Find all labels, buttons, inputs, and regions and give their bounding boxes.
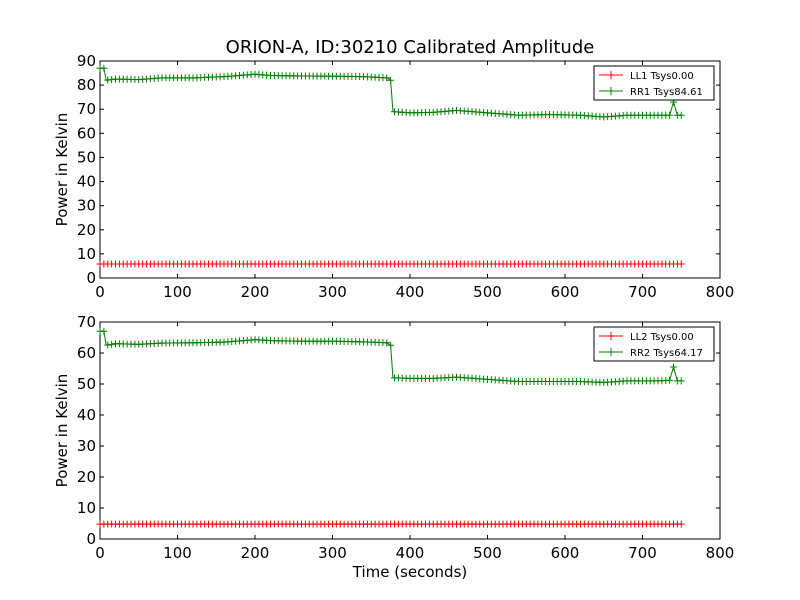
y-axis-label: Power in Kelvin [53, 113, 71, 227]
legend: LL1 Tsys0.00 RR1 Tsys84.61 [593, 65, 715, 101]
x-tick-label: 600 [551, 283, 580, 301]
x-tick-label: 0 [95, 544, 105, 562]
y-tick-label: 40 [77, 173, 96, 191]
y-tick-label: 90 [77, 52, 96, 70]
x-tick-label: 400 [396, 544, 425, 562]
y-tick-label: 50 [77, 375, 96, 393]
data-point-marker [666, 376, 674, 384]
y-tick-label: 10 [77, 245, 96, 263]
data-point-marker [383, 74, 391, 82]
legend-label: LL2 Tsys0.00 [630, 332, 694, 343]
y-tick-label: 20 [77, 221, 96, 239]
y-tick-label: 0 [86, 269, 96, 287]
chart-title: ORION-A, ID:30210 Calibrated Amplitude [226, 37, 595, 58]
y-tick-label: 10 [77, 499, 96, 517]
series-ll [96, 260, 685, 268]
x-tick-label: 500 [473, 544, 502, 562]
y-tick-label: 30 [77, 437, 96, 455]
y-tick-label: 60 [77, 344, 96, 362]
series-rr [96, 64, 685, 121]
legend-label: RR1 Tsys84.61 [630, 87, 703, 98]
data-point-marker [387, 76, 395, 84]
y-tick-label: 70 [77, 313, 96, 331]
top-panel: 0 100 200 300 400 500 600 700 800 0 10 20 30 40 50 60 70… [53, 52, 734, 301]
x-tick-label: 200 [241, 283, 270, 301]
data-point-marker [108, 340, 116, 348]
x-tick-label: 300 [318, 544, 347, 562]
legend-label: LL1 Tsys0.00 [630, 71, 694, 82]
y-tick-label: 0 [86, 530, 96, 548]
x-tick-label: 800 [706, 283, 735, 301]
y-tick-label: 80 [77, 76, 96, 94]
legend-box [593, 326, 715, 362]
y-tick-label: 20 [77, 468, 96, 486]
y-tick-label: 30 [77, 197, 96, 215]
legend-entry: RR1 Tsys84.61 [599, 87, 703, 98]
bottom-panel: 0 100 200 300 400 500 600 700 800 0 10 20 30 40 50 60 70… [53, 313, 734, 562]
series-ll [96, 520, 685, 528]
data-point-marker [104, 76, 112, 84]
x-tick-label: 100 [163, 544, 192, 562]
legend-entry: RR2 Tsys64.17 [599, 348, 703, 359]
data-point-marker [387, 341, 395, 349]
data-point-marker [108, 76, 116, 84]
x-tick-label: 700 [628, 544, 657, 562]
x-tick-label: 200 [241, 544, 270, 562]
y-axis-label: Power in Kelvin [53, 374, 71, 488]
data-point-marker [677, 260, 685, 268]
y-tick-label: 40 [77, 406, 96, 424]
data-point-marker [677, 520, 685, 528]
x-tick-label: 600 [551, 544, 580, 562]
series-rr [96, 327, 685, 386]
data-point-marker [677, 377, 685, 385]
y-tick-label: 50 [77, 148, 96, 166]
x-tick-label: 700 [628, 283, 657, 301]
data-point-marker [100, 64, 108, 72]
data-point-marker [104, 341, 112, 349]
legend-entry: LL1 Tsys0.00 [599, 71, 694, 82]
data-point-marker [670, 363, 677, 371]
y-tick-label: 60 [77, 124, 96, 142]
legend-entry: LL2 Tsys0.00 [599, 332, 694, 343]
x-tick-label: 500 [473, 283, 502, 301]
legend-label: RR2 Tsys64.17 [630, 348, 703, 359]
x-axis-label: Time (seconds) [352, 563, 468, 581]
x-tick-label: 100 [163, 283, 192, 301]
x-tick-label: 800 [706, 544, 735, 562]
y-tick-label: 70 [77, 100, 96, 118]
x-tick-label: 400 [396, 283, 425, 301]
x-tick-label: 300 [318, 283, 347, 301]
data-point-marker [383, 339, 391, 347]
data-point-marker [666, 111, 674, 119]
x-tick-label: 0 [95, 283, 105, 301]
legend: LL2 Tsys0.00 RR2 Tsys64.17 [593, 326, 715, 362]
legend-box [593, 65, 715, 101]
data-point-marker [100, 327, 108, 335]
data-point-marker [677, 111, 685, 119]
